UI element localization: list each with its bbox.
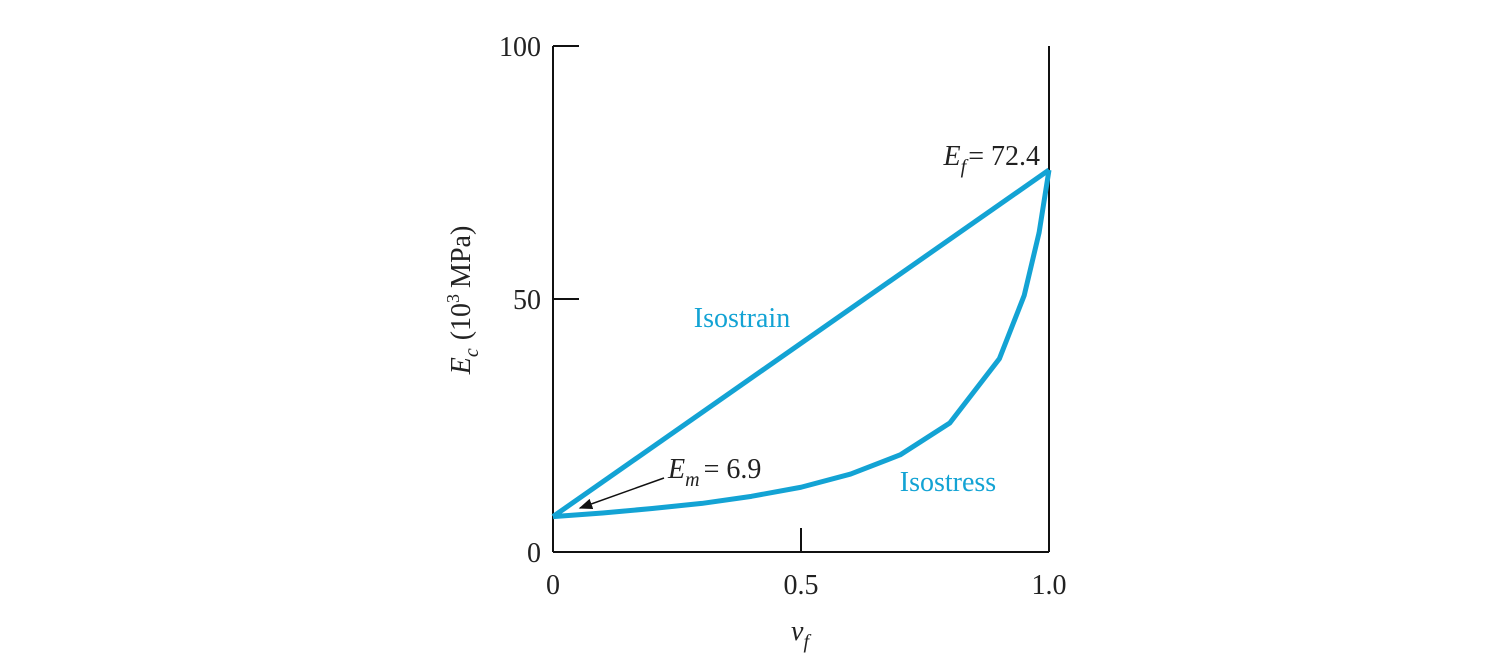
x-tick-label: 0.5	[784, 570, 819, 601]
series-label: Isostress	[900, 467, 996, 498]
y-label-text: (10	[446, 303, 477, 340]
annotation-arrow	[578, 477, 665, 509]
y-label-power: 3	[443, 294, 463, 303]
series-line	[552, 169, 1052, 520]
x-axis-label: νf	[791, 616, 811, 653]
annotation: Ef= 72.4	[943, 141, 1040, 178]
annotation: Em = 6.9	[667, 454, 761, 491]
x-tick-label: 0	[546, 570, 560, 601]
annotation-subscript: m	[685, 469, 699, 491]
y-tick-label: 50	[513, 285, 541, 316]
series-line	[551, 167, 1051, 519]
x-label-subscript: f	[803, 631, 811, 653]
x-tick-label: 1.0	[1032, 570, 1067, 601]
y-tick-label: 100	[499, 32, 541, 63]
annotation-text: = 6.9	[704, 454, 762, 485]
y-axis-label: Ec (103 MPa)	[443, 226, 483, 376]
series-label: Isostrain	[694, 303, 790, 334]
y-label-symbol: E	[446, 357, 477, 375]
y-label-subscript: c	[461, 348, 483, 357]
annotation-subscript: f	[961, 156, 969, 178]
y-label-unit: MPa)	[446, 226, 477, 288]
annotation-symbol: E	[943, 141, 961, 172]
y-tick-label: 0	[527, 538, 541, 569]
annotation-symbol: E	[667, 454, 685, 485]
x-label-symbol: ν	[791, 616, 804, 647]
annotation-text: = 72.4	[968, 141, 1040, 172]
